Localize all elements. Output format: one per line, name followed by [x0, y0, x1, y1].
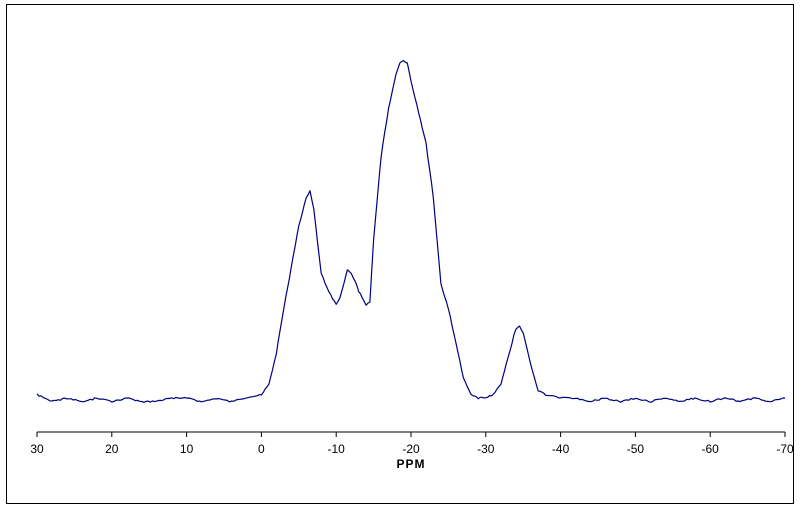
x-tick-label: 20 [105, 442, 119, 456]
x-tick-label: -70 [776, 442, 794, 456]
x-tick-label: -30 [477, 442, 495, 456]
x-tick-label: -60 [702, 442, 720, 456]
spectrum-series-line [36, 59, 786, 403]
x-tick-label: 10 [180, 442, 194, 456]
x-tick-label: -40 [552, 442, 570, 456]
x-tick-label: -10 [328, 442, 346, 456]
x-tick-label: 0 [258, 442, 265, 456]
x-axis: 30 20 10 0 -10 -20 -30 -40 -50 -60 -70 [30, 431, 794, 456]
x-tick-label: 30 [30, 442, 44, 456]
x-tick-label: -50 [627, 442, 645, 456]
x-tick-label: -20 [402, 442, 420, 456]
plot-area [36, 59, 786, 403]
chart-frame [6, 4, 794, 504]
x-axis-title: PPM [396, 457, 425, 471]
